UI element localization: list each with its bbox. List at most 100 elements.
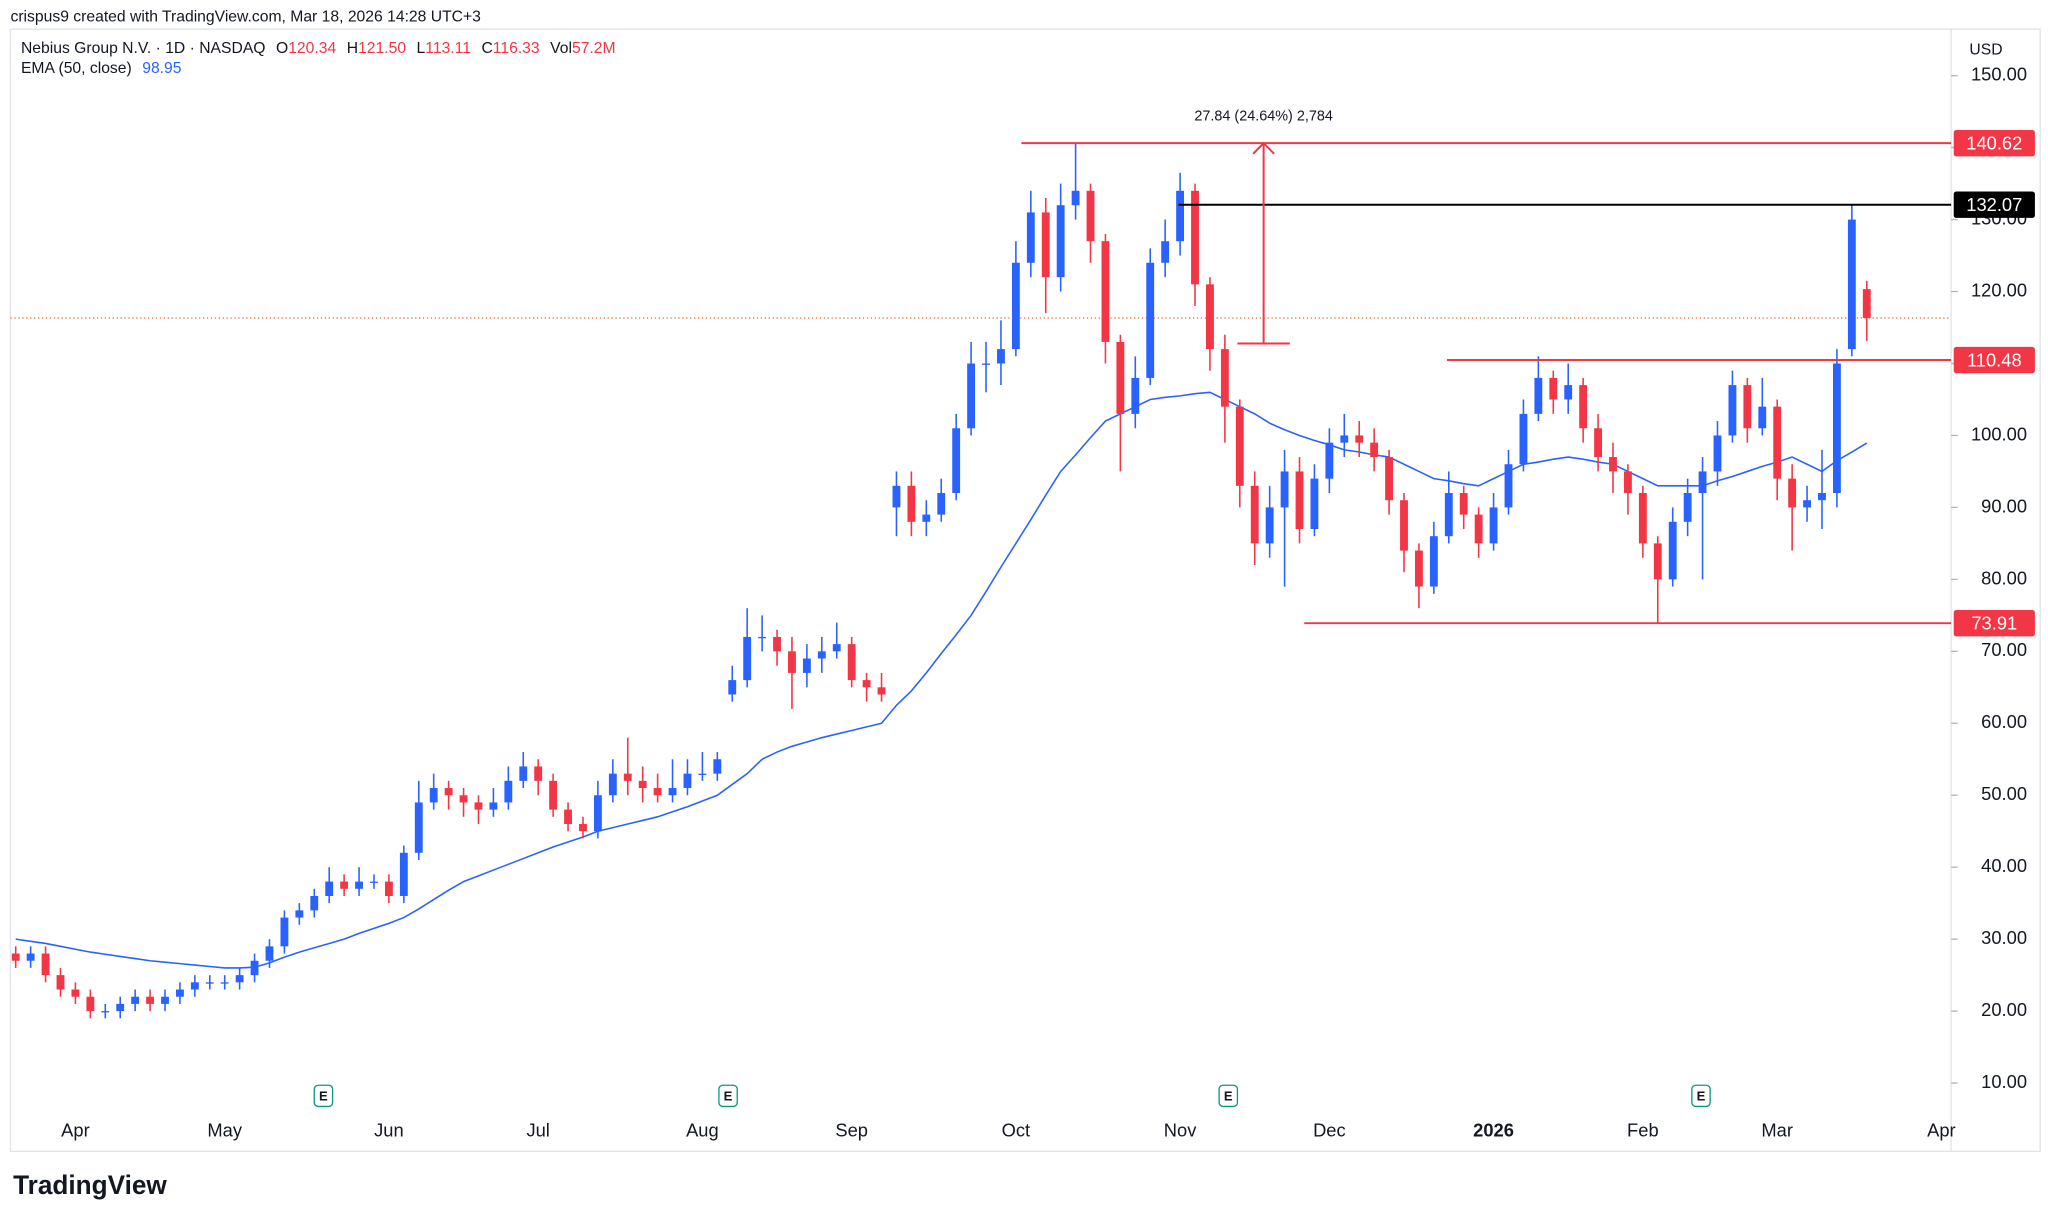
x-tick-label: Jun	[374, 1119, 404, 1140]
candle-body	[1728, 385, 1737, 436]
candle-body	[1444, 493, 1453, 537]
candle-body	[1056, 205, 1065, 278]
ema-legend: EMA (50, close) 98.95	[21, 60, 182, 77]
candle-body	[1594, 428, 1602, 458]
candle-body	[1653, 543, 1662, 580]
level-badge	[1953, 609, 2035, 637]
level-label: 73.91	[1971, 612, 2017, 633]
candle-body	[788, 651, 796, 673]
earnings-marker	[1218, 1084, 1239, 1108]
y-tick-label: 40.00	[1981, 855, 2027, 876]
candle-body	[1832, 363, 1841, 494]
candle-body	[56, 975, 65, 990]
candle-body	[877, 687, 886, 695]
candle-body	[161, 996, 169, 1004]
candle-body	[802, 658, 811, 673]
candle-body	[1116, 341, 1125, 414]
credit: crispus9 created with TradingView.com, M…	[10, 8, 481, 25]
candle-body	[1385, 457, 1394, 501]
candle-body	[832, 644, 841, 652]
y-tick-label: 30.00	[1981, 927, 2027, 948]
candle-body	[593, 795, 602, 832]
candle-body	[743, 636, 752, 681]
earnings-letter: E	[319, 1089, 328, 1104]
candle-body	[1325, 442, 1334, 479]
candle-body	[205, 982, 214, 984]
candle-body	[325, 881, 334, 896]
candle-body	[862, 680, 871, 688]
candle-body	[1609, 457, 1617, 472]
y-tick-label: 70.00	[1981, 639, 2027, 660]
candle-body	[489, 802, 498, 810]
ema-line	[15, 391, 1868, 969]
candle-body	[1847, 219, 1856, 350]
candle-body	[131, 996, 140, 1004]
candle-body	[952, 428, 961, 494]
ohlc-value: 57.2M	[572, 40, 616, 57]
candle-body	[1579, 385, 1588, 429]
x-tick-label: Feb	[1627, 1119, 1659, 1140]
candle-body	[1011, 262, 1020, 350]
earnings-letter: E	[1697, 1089, 1706, 1104]
level-label: 110.48	[1967, 349, 2022, 370]
candle-body	[1415, 550, 1423, 587]
candle-body	[1713, 435, 1722, 472]
candle-body	[1429, 536, 1438, 587]
candle-body	[146, 996, 154, 1004]
x-tick-label: Apr	[1927, 1119, 1956, 1140]
earnings-marker	[313, 1084, 334, 1108]
ohlc-key: Vol	[550, 40, 572, 57]
earnings-letter: E	[1224, 1089, 1233, 1104]
candle-body	[653, 788, 662, 796]
candle-body	[1265, 507, 1274, 544]
ohlc-key: L	[417, 40, 426, 57]
candle-body	[175, 989, 184, 997]
candle-body	[937, 493, 946, 515]
x-tick-label: Mar	[1761, 1119, 1793, 1140]
candle-body	[1131, 377, 1140, 414]
candle-body	[1474, 514, 1483, 544]
candle-body	[235, 975, 244, 983]
candle-body	[11, 953, 20, 961]
candle-body	[1549, 377, 1558, 400]
y-tick-label: 90.00	[1981, 495, 2027, 516]
candle-body	[997, 349, 1005, 364]
candle-body	[1370, 442, 1379, 458]
candle-body	[847, 644, 856, 681]
x-tick-label: Jul	[526, 1119, 549, 1140]
candle-body	[1086, 190, 1095, 242]
candle-body	[1519, 413, 1528, 465]
measure-label: 27.84 (24.64%) 2,784	[1194, 108, 1332, 124]
ohlc-value: 116.33	[493, 40, 540, 57]
level-label: 132.07	[1966, 194, 2022, 215]
candle-body	[549, 780, 558, 810]
candle-body	[1862, 289, 1871, 318]
candle-body	[668, 788, 677, 796]
candle-body	[429, 788, 438, 803]
candle-body	[504, 780, 513, 803]
candle-body	[922, 514, 931, 522]
x-tick-label: 2026	[1473, 1119, 1514, 1140]
candle-body	[340, 881, 349, 889]
earnings-letter: E	[724, 1089, 733, 1104]
candle-body	[370, 881, 378, 883]
candle-body	[1758, 406, 1767, 429]
ohlc-value: 121.50	[358, 40, 406, 57]
y-tick-label: 100.00	[1971, 423, 2027, 444]
candle-body	[1146, 262, 1155, 378]
ohlc-key: O	[276, 40, 288, 57]
candle-body	[474, 802, 483, 810]
y-tick-label: 150.00	[1971, 63, 2027, 84]
candle-body	[519, 766, 528, 781]
candle-body	[1250, 485, 1259, 544]
x-tick-label: Aug	[686, 1119, 719, 1140]
logo: TradingView	[13, 1170, 167, 1200]
y-tick-label: 50.00	[1981, 783, 2027, 804]
level-badge	[1953, 191, 2035, 218]
y-tick-label: 10.00	[1981, 1071, 2027, 1092]
candle-body	[1220, 349, 1229, 407]
candle-body	[1161, 241, 1170, 263]
candle-body	[459, 795, 468, 803]
